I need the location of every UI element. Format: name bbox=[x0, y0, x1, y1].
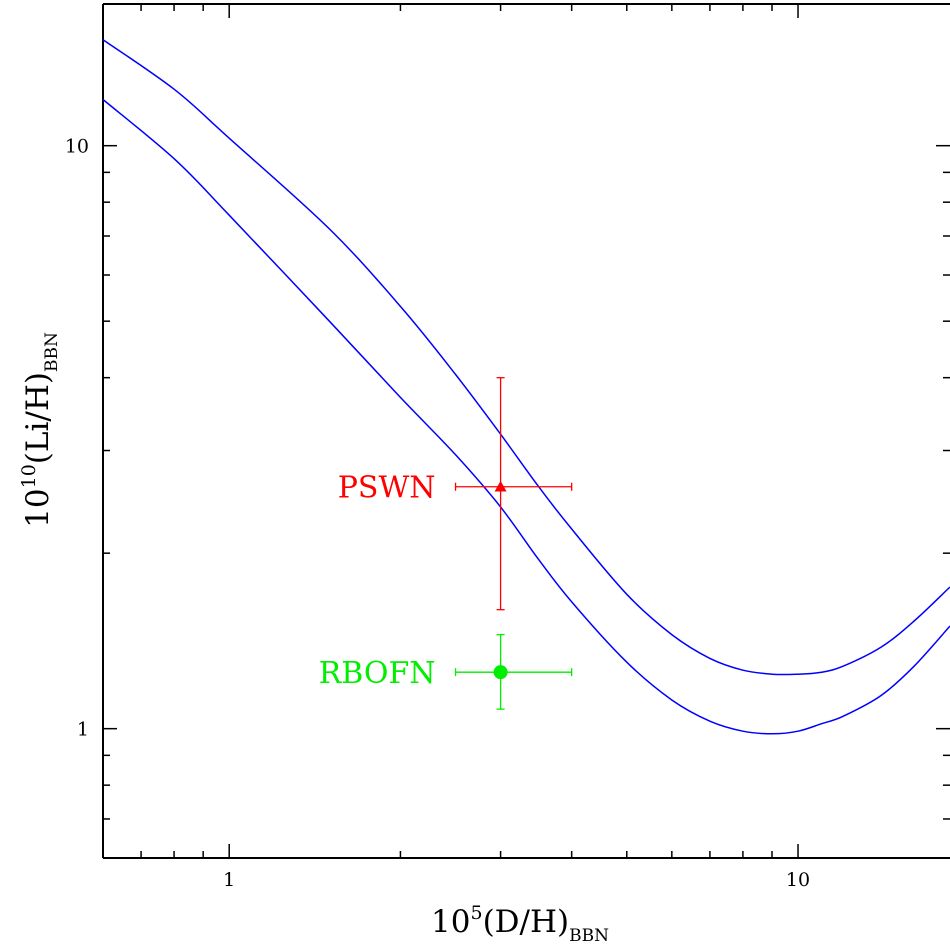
pswn-label: PSWN bbox=[338, 471, 436, 506]
x-axis-label: 105(D/H)BBN bbox=[431, 902, 609, 945]
x-label-sup: 5 bbox=[470, 902, 482, 924]
series-line-1 bbox=[102, 39, 950, 676]
x-label-sub: BBN bbox=[569, 926, 609, 945]
y-label-sub: BBN bbox=[42, 332, 62, 372]
axis-ticks bbox=[102, 4, 950, 859]
y-tick-label: 1 bbox=[77, 719, 89, 741]
series-layer bbox=[102, 39, 950, 735]
points-layer: PSWN RBOFN bbox=[319, 377, 573, 710]
plot-frame bbox=[102, 3, 950, 859]
y-tick-label: 10 bbox=[65, 136, 89, 158]
series-line-2 bbox=[102, 98, 950, 735]
x-label-rest: (D/H) bbox=[483, 904, 570, 940]
x-label-main: 10 bbox=[431, 904, 470, 940]
pswn-marker bbox=[494, 480, 507, 492]
y-label-main: 10 bbox=[20, 488, 56, 527]
x-tick-label: 1 bbox=[223, 869, 235, 891]
rbofn-label: RBOFN bbox=[319, 656, 436, 691]
tick-labels: 1 10 1 10 bbox=[65, 136, 810, 891]
rbofn-marker bbox=[493, 665, 508, 680]
x-tick-label: 10 bbox=[786, 869, 810, 891]
y-label-rest: (Li/H) bbox=[20, 372, 56, 464]
y-axis-label: 1010(Li/H)BBN bbox=[18, 332, 62, 528]
y-label-sup: 10 bbox=[18, 464, 40, 488]
